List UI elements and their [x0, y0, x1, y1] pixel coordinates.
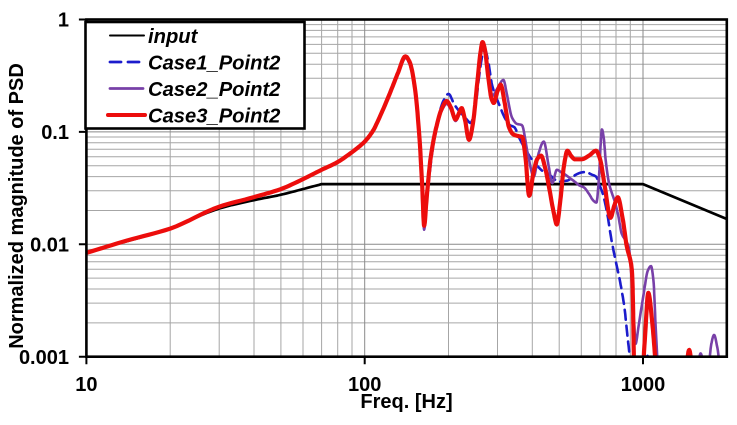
svg-text:0.1: 0.1: [41, 122, 69, 144]
svg-text:Case1_Point2: Case1_Point2: [148, 53, 281, 75]
svg-text:Freq. [Hz]: Freq. [Hz]: [360, 391, 452, 413]
svg-text:1000: 1000: [621, 374, 666, 396]
svg-text:0.01: 0.01: [30, 235, 69, 257]
svg-text:10: 10: [75, 374, 97, 396]
svg-text:Normalized magnitude of PSD: Normalized magnitude of PSD: [6, 63, 28, 349]
svg-text:Case2_Point2: Case2_Point2: [148, 79, 281, 101]
svg-text:input: input: [148, 26, 199, 48]
svg-text:100: 100: [348, 374, 381, 396]
svg-text:Case3_Point2: Case3_Point2: [148, 106, 281, 128]
svg-text:0.001: 0.001: [19, 347, 69, 369]
svg-text:1: 1: [58, 10, 69, 32]
